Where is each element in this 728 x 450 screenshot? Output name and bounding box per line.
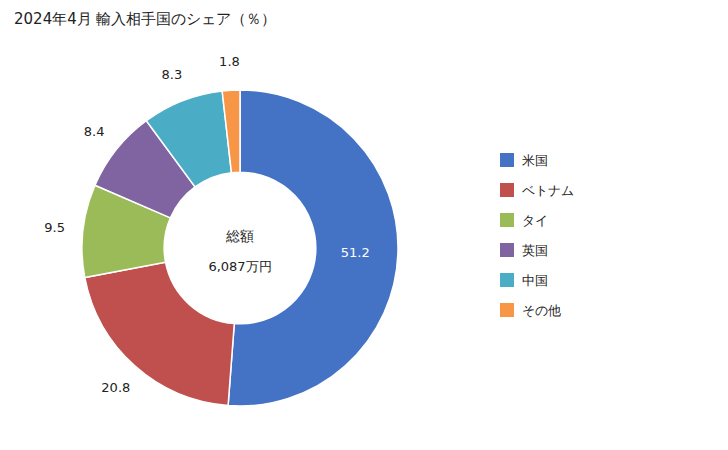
legend-swatch [500, 153, 514, 167]
legend-label: タイ [522, 213, 548, 228]
legend-label: 中国 [522, 273, 548, 288]
donut-slice [85, 262, 234, 405]
background [0, 0, 728, 450]
data-label: 1.8 [219, 54, 240, 69]
chart: 2024年4月 輸入相手国のシェア（％） 51.2 20.8 9.5 8.4 8.3 1.8… [0, 0, 728, 450]
legend-swatch [500, 303, 514, 317]
data-label: 8.4 [84, 124, 105, 139]
legend-label: 米国 [522, 153, 548, 168]
center-label: 総額 [225, 228, 254, 244]
data-label: 9.5 [44, 220, 65, 235]
legend-label: ベトナム [522, 183, 574, 198]
legend-swatch [500, 273, 514, 287]
slices [82, 90, 398, 406]
legend-label: 英国 [522, 243, 548, 258]
data-label: 20.8 [101, 380, 130, 395]
legend-swatch [500, 243, 514, 257]
donut-slice [222, 90, 240, 173]
data-labels: 51.2 20.8 9.5 8.4 8.3 1.8 [44, 54, 369, 394]
chart-container: 2024年4月 輸入相手国のシェア（％） 51.2 20.8 9.5 8.4 8.3 1.8… [0, 0, 728, 450]
donut-slice [146, 91, 231, 187]
donut-slice [228, 90, 398, 406]
data-label: 8.3 [162, 67, 183, 82]
center-label: 6,087万円 [208, 259, 271, 274]
legend-swatch [500, 183, 514, 197]
legend-label: その他 [522, 303, 561, 318]
legend: 米国ベトナムタイ英国中国その他 [500, 153, 574, 318]
legend-swatch [500, 213, 514, 227]
data-label: 51.2 [341, 245, 370, 260]
title: 2024年4月 輸入相手国のシェア（％） [14, 10, 277, 28]
